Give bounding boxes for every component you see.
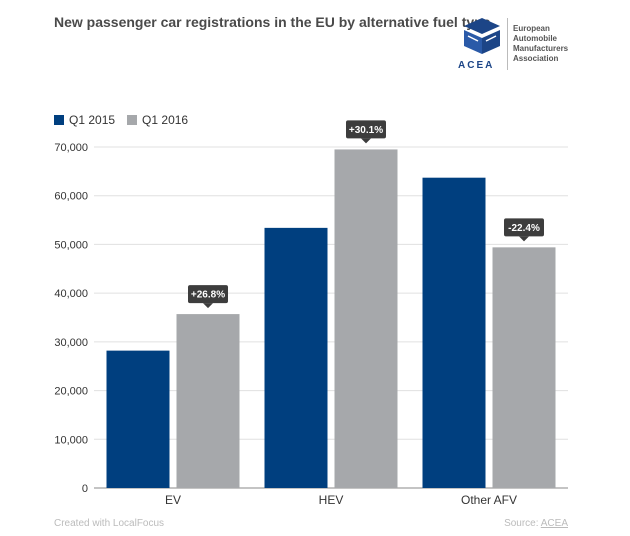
legend-item-q1-2015[interactable]: Q1 2015: [54, 113, 115, 127]
bar-hev-q1-2015[interactable]: [264, 227, 328, 488]
y-tick-label: 60,000: [54, 191, 88, 203]
bar-ev-q1-2016[interactable]: [176, 314, 240, 488]
x-category-label: Other AFV: [461, 493, 517, 507]
legend-label-q1-2016: Q1 2016: [142, 113, 189, 127]
created-with-credit[interactable]: Created with LocalFocus: [54, 518, 165, 529]
logo-divider: [507, 18, 508, 70]
change-annotation-pointer: [203, 303, 213, 309]
change-annotation-label: +26.8%: [191, 290, 225, 301]
change-annotation-pointer: [361, 138, 371, 144]
change-annotation-label: +30.1%: [349, 125, 383, 136]
y-tick-label: 20,000: [54, 386, 88, 398]
legend-swatch-q1-2015: [54, 115, 64, 125]
y-tick-label: 30,000: [54, 337, 88, 349]
bar-ev-q1-2015[interactable]: [106, 350, 170, 488]
org-line-2: Automobile: [513, 34, 557, 43]
legend-label-q1-2015: Q1 2015: [69, 113, 116, 127]
change-annotation-label: -22.4%: [508, 223, 540, 234]
acea-logo: ACEA European Automobile Manufacturers A…: [458, 14, 618, 74]
bar-other-afv-q1-2015[interactable]: [422, 177, 486, 488]
change-annotation-pointer: [519, 236, 529, 242]
legend-item-q1-2016[interactable]: Q1 2016: [127, 113, 188, 127]
source-label: Source:: [504, 518, 539, 529]
change-annotation-box: [188, 285, 228, 304]
x-category-label: HEV: [319, 493, 344, 507]
org-line-4: Association: [513, 54, 559, 63]
source-link[interactable]: ACEA: [540, 518, 568, 529]
org-line-3: Manufacturers: [513, 44, 569, 53]
y-tick-label: 40,000: [54, 288, 88, 300]
bar-other-afv-q1-2016[interactable]: [492, 247, 556, 488]
acea-logo-text: ACEA: [458, 60, 495, 71]
x-category-label: EV: [165, 493, 181, 507]
legend: Q1 2015 Q1 2016: [54, 113, 200, 127]
y-tick-label: 70,000: [54, 142, 88, 154]
change-annotation-box: [504, 218, 544, 237]
source-note: Source: ACEA: [504, 518, 568, 529]
y-tick-label: 10,000: [54, 434, 88, 446]
bar-hev-q1-2016[interactable]: [334, 149, 398, 488]
acea-cube-icon: [464, 18, 500, 54]
y-tick-label: 50,000: [54, 239, 88, 251]
chart-title: New passenger car registrations in the E…: [54, 14, 491, 30]
legend-swatch-q1-2016: [127, 115, 138, 125]
logo-org-name: European Automobile Manufacturers Associ…: [513, 24, 568, 64]
org-line-1: European: [513, 24, 550, 33]
y-tick-label: 0: [82, 483, 88, 495]
change-annotation-box: [346, 120, 386, 139]
